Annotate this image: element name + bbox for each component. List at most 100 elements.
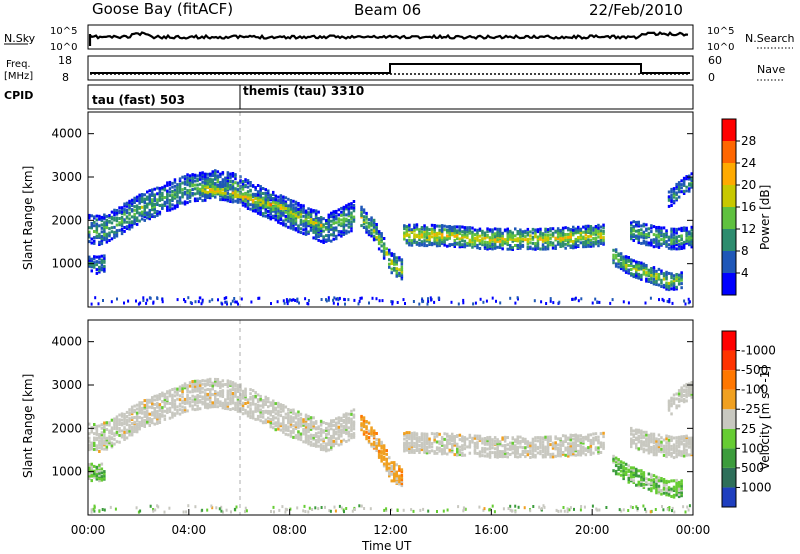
power-cell [229, 180, 232, 183]
power-cell [226, 179, 230, 183]
velocity-cell [143, 407, 146, 411]
velocity-cell [675, 449, 678, 453]
power-cell [645, 240, 648, 244]
power-cell [88, 232, 91, 236]
velocity-cell [314, 435, 318, 438]
power-cell [292, 220, 295, 224]
power-cell [545, 302, 548, 305]
velocity-cell [521, 446, 525, 450]
velocity-cell [680, 395, 683, 399]
power-cell [473, 228, 477, 232]
power-cell [667, 190, 671, 194]
velocity-cell [458, 445, 462, 449]
velocity-cell [231, 381, 235, 385]
power-cell [237, 302, 239, 306]
power-cell [589, 231, 593, 235]
velocity-cell [113, 442, 116, 446]
power-cell [602, 226, 605, 230]
velocity-cell [672, 399, 676, 403]
power-cell [377, 238, 381, 242]
power-cell [201, 192, 204, 195]
power-cell [267, 193, 270, 197]
power-cell [302, 210, 305, 214]
velocity-cell [279, 428, 283, 432]
power-cell [93, 224, 96, 228]
power-cell [511, 234, 514, 238]
power-cell [259, 201, 262, 204]
velocity-cell [577, 437, 580, 441]
power-cell [123, 301, 125, 305]
velocity-cell [645, 433, 648, 437]
power-cell [214, 191, 217, 194]
velocity-cell [531, 437, 535, 441]
power-cell [166, 201, 169, 205]
velocity-cell [274, 412, 277, 416]
velocity-cell [188, 384, 192, 388]
power-cell [463, 235, 467, 239]
power-cell [325, 219, 328, 222]
power-cell [325, 225, 328, 229]
velocity-cell [100, 475, 104, 479]
power-cell [340, 232, 343, 235]
power-cell [541, 236, 545, 240]
power-cell [103, 256, 106, 260]
power-cell [259, 212, 262, 216]
velocity-cell [662, 482, 666, 486]
velocity-cell [93, 447, 96, 451]
power-cell [309, 213, 313, 217]
power-cell [428, 234, 431, 238]
power-cell [483, 231, 487, 235]
velocity-cell [214, 393, 217, 397]
power-cell [579, 235, 583, 239]
power-cell [335, 234, 338, 238]
velocity-cell [120, 429, 124, 433]
velocity-marks [88, 377, 693, 514]
power-cell [453, 245, 456, 248]
power-cell [133, 212, 136, 216]
power-cell [246, 185, 250, 189]
velocity-cell [196, 389, 199, 393]
velocity-cell [135, 428, 139, 432]
power-cell [289, 226, 293, 230]
velocity-cell [483, 447, 487, 451]
power-cell [456, 225, 459, 229]
power-cell [256, 211, 260, 215]
velocity-cell [640, 431, 643, 435]
velocity-cell [551, 455, 555, 459]
velocity-cell [186, 387, 189, 391]
velocity-cell [380, 454, 383, 458]
power-cell [658, 298, 660, 302]
velocity-cell [667, 453, 671, 457]
power-cell [186, 173, 189, 177]
power-cell [682, 176, 686, 180]
power-cell [430, 298, 433, 302]
velocity-cell [196, 394, 199, 397]
velocity-cell [665, 455, 668, 459]
velocity-cell [637, 434, 640, 438]
power-cell [110, 230, 114, 234]
power-cell [655, 283, 658, 286]
power-cell [546, 235, 550, 239]
velocity-cell [269, 423, 272, 427]
power-cell [680, 245, 683, 249]
velocity-cell [561, 442, 565, 446]
power-cell [138, 206, 141, 209]
velocity-cell [327, 443, 330, 447]
velocity-cell [287, 419, 290, 423]
power-cell [448, 225, 451, 228]
velocity-cell [125, 415, 129, 418]
velocity-cell [158, 406, 162, 410]
velocity-cell [219, 380, 222, 384]
velocity-cell [672, 443, 676, 447]
power-cell [690, 245, 693, 249]
power-cell [125, 215, 129, 219]
velocity-cell [690, 440, 693, 444]
velocity-cell [206, 392, 209, 396]
power-cell [675, 182, 678, 186]
velocity-cell [272, 399, 275, 403]
power-cell [529, 241, 532, 245]
power-cell [327, 227, 330, 231]
power-cell [183, 187, 187, 190]
power-cell [214, 182, 217, 186]
power-cell [151, 204, 154, 207]
